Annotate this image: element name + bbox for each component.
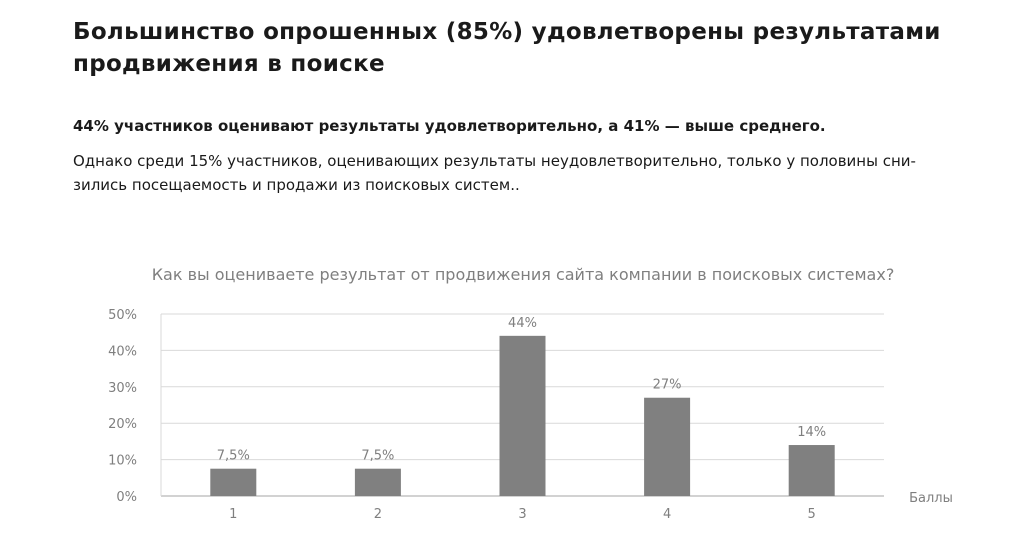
bar-chart: Как вы оцениваете результат от продвижен… <box>108 265 953 522</box>
y-tick-label: 50% <box>108 308 137 323</box>
data-label: 27% <box>653 378 682 393</box>
headline-line-1: Большинство опрошенных (85%) удовлетворе… <box>73 19 941 45</box>
bars-layer <box>210 335 835 496</box>
headline-line-2: продвижения в поиске <box>73 51 385 77</box>
x-tick-labels: 1 2 3 4 5 <box>229 507 816 522</box>
subheading: 44% участников оценивают результаты удов… <box>73 117 826 135</box>
y-tick-label: 0% <box>116 490 137 505</box>
x-axis-label: Баллы <box>909 491 953 506</box>
x-tick-label: 2 <box>374 507 382 522</box>
y-tick-labels: 0% 10% 20% 30% 40% 50% <box>108 308 137 505</box>
data-label: 7,5% <box>361 449 394 464</box>
x-tick-label: 5 <box>808 507 816 522</box>
bar-4 <box>644 397 691 496</box>
paragraph-line-2: зились посещаемость и продажи из поисков… <box>73 176 520 194</box>
data-label: 14% <box>797 425 826 440</box>
x-tick-label: 3 <box>518 507 526 522</box>
x-tick-label: 1 <box>229 507 237 522</box>
paragraph-line-1: Однако среди 15% участников, оценивающих… <box>73 152 916 170</box>
y-tick-label: 10% <box>108 454 137 469</box>
data-label: 7,5% <box>217 449 250 464</box>
bar-3 <box>499 335 546 496</box>
bar-5 <box>788 445 835 496</box>
chart-title: Как вы оцениваете результат от продвижен… <box>152 265 895 284</box>
y-tick-label: 40% <box>108 344 137 359</box>
data-labels-layer: 7,5% 7,5% 44% 27% 14% <box>217 316 826 464</box>
y-tick-label: 30% <box>108 381 137 396</box>
x-tick-label: 4 <box>663 507 671 522</box>
y-tick-label: 20% <box>108 417 137 432</box>
page-headline: Большинство опрошенных (85%) удовлетворе… <box>73 16 973 80</box>
bar-1 <box>210 468 257 496</box>
bar-2 <box>354 468 401 496</box>
body-paragraph: Однако среди 15% участников, оценивающих… <box>73 149 973 197</box>
data-label: 44% <box>508 316 537 331</box>
